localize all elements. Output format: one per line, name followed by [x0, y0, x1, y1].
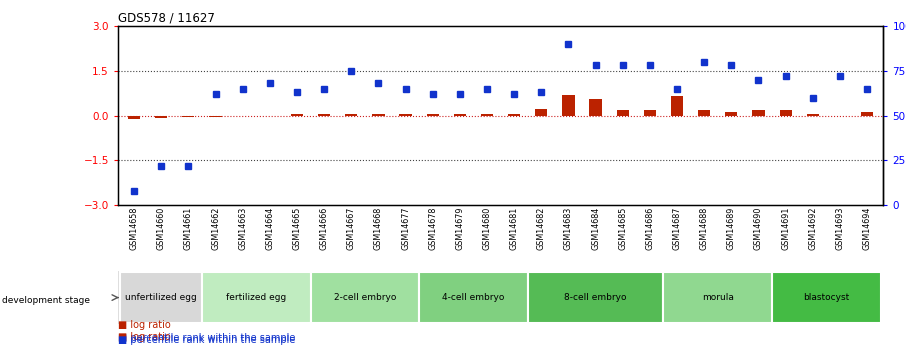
Text: ■ percentile rank within the sample: ■ percentile rank within the sample [118, 335, 295, 345]
Text: GSM14689: GSM14689 [727, 207, 736, 250]
Text: GSM14682: GSM14682 [536, 207, 545, 250]
Text: blastocyst: blastocyst [804, 293, 850, 302]
Text: GSM14684: GSM14684 [591, 207, 600, 250]
Bar [481, 114, 493, 116]
Text: GSM14692: GSM14692 [808, 207, 817, 250]
FancyBboxPatch shape [202, 272, 311, 323]
Bar [779, 110, 792, 116]
Bar [372, 115, 384, 116]
Bar [182, 116, 195, 117]
Text: GSM14662: GSM14662 [211, 207, 220, 250]
Text: GDS578 / 11627: GDS578 / 11627 [118, 12, 215, 25]
Text: GSM14681: GSM14681 [510, 207, 518, 250]
FancyBboxPatch shape [311, 272, 419, 323]
Bar [209, 116, 222, 117]
Text: GSM14667: GSM14667 [347, 207, 356, 250]
Text: GSM14687: GSM14687 [672, 207, 681, 250]
Bar [698, 110, 710, 116]
Bar [590, 99, 602, 116]
Bar [508, 115, 520, 116]
Bar [291, 115, 304, 116]
FancyBboxPatch shape [663, 272, 772, 323]
Text: 4-cell embryo: 4-cell embryo [442, 293, 505, 302]
Bar [535, 109, 547, 116]
Text: unfertilized egg: unfertilized egg [125, 293, 198, 302]
Bar [834, 116, 846, 117]
Text: GSM14664: GSM14664 [265, 207, 275, 250]
Text: GSM14690: GSM14690 [754, 207, 763, 250]
Bar [617, 110, 629, 116]
Bar [752, 110, 765, 116]
FancyBboxPatch shape [527, 272, 663, 323]
Text: GSM14693: GSM14693 [835, 207, 844, 250]
Text: GSM14678: GSM14678 [429, 207, 438, 250]
Bar [644, 110, 656, 116]
Bar [128, 116, 140, 119]
Bar [563, 95, 574, 116]
Bar [427, 115, 439, 116]
Text: GSM14688: GSM14688 [699, 207, 708, 250]
Text: GSM14680: GSM14680 [483, 207, 491, 250]
Text: GSM14694: GSM14694 [863, 207, 872, 250]
Bar [264, 116, 276, 117]
FancyBboxPatch shape [118, 271, 878, 324]
Text: ■ log ratio: ■ log ratio [118, 332, 170, 342]
Text: GSM14668: GSM14668 [374, 207, 383, 250]
Bar [671, 96, 683, 116]
Text: GSM14691: GSM14691 [781, 207, 790, 250]
Text: ■ log ratio: ■ log ratio [118, 320, 170, 330]
Text: GSM14660: GSM14660 [157, 207, 166, 250]
Bar [318, 114, 330, 116]
Text: morula: morula [702, 293, 734, 302]
Text: GSM14663: GSM14663 [238, 207, 247, 250]
Text: GSM14686: GSM14686 [645, 207, 654, 250]
Text: development stage: development stage [2, 296, 90, 305]
Text: ■ percentile rank within the sample: ■ percentile rank within the sample [118, 333, 295, 343]
Bar [345, 114, 357, 116]
Bar [806, 115, 819, 116]
Text: GSM14685: GSM14685 [618, 207, 627, 250]
Text: GSM14658: GSM14658 [130, 207, 139, 250]
Text: 8-cell embryo: 8-cell embryo [564, 293, 627, 302]
Text: GSM14677: GSM14677 [401, 207, 410, 250]
Bar [236, 116, 249, 117]
Text: GSM14665: GSM14665 [293, 207, 302, 250]
Bar [861, 112, 873, 116]
Text: GSM14661: GSM14661 [184, 207, 193, 250]
Bar [400, 114, 411, 116]
Bar [155, 116, 168, 118]
FancyBboxPatch shape [772, 272, 881, 323]
Bar [454, 115, 466, 116]
FancyBboxPatch shape [419, 272, 527, 323]
FancyBboxPatch shape [120, 272, 202, 323]
Text: GSM14679: GSM14679 [456, 207, 465, 250]
Text: fertilized egg: fertilized egg [226, 293, 286, 302]
Bar [725, 112, 737, 116]
Text: GSM14683: GSM14683 [564, 207, 573, 250]
Text: GSM14666: GSM14666 [320, 207, 329, 250]
Text: 2-cell embryo: 2-cell embryo [333, 293, 396, 302]
